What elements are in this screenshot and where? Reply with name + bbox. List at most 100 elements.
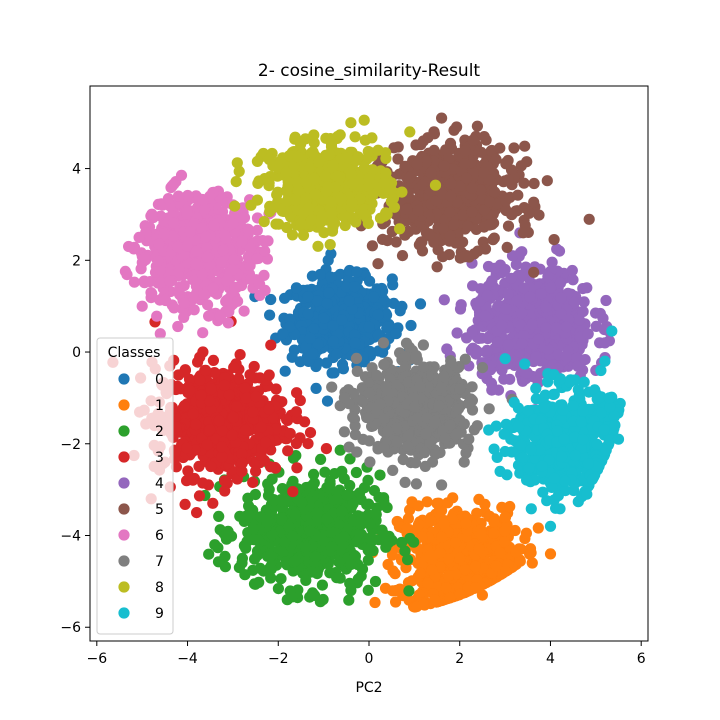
point bbox=[205, 460, 217, 473]
point bbox=[500, 303, 512, 315]
point bbox=[426, 456, 439, 468]
point bbox=[258, 216, 270, 228]
point bbox=[583, 213, 595, 225]
point bbox=[308, 468, 320, 480]
point bbox=[469, 560, 481, 573]
point bbox=[255, 511, 267, 523]
point bbox=[444, 592, 456, 604]
point bbox=[326, 381, 338, 393]
point bbox=[471, 420, 483, 432]
point bbox=[226, 429, 238, 441]
point bbox=[499, 511, 511, 523]
point bbox=[458, 418, 470, 430]
point bbox=[178, 297, 190, 309]
point bbox=[494, 547, 506, 559]
point bbox=[382, 321, 394, 333]
point bbox=[499, 263, 511, 276]
point bbox=[477, 166, 490, 179]
point bbox=[466, 325, 478, 338]
point bbox=[374, 398, 386, 410]
point bbox=[371, 369, 383, 381]
point bbox=[483, 219, 496, 231]
point bbox=[133, 231, 145, 243]
point bbox=[515, 307, 528, 319]
point bbox=[204, 424, 216, 436]
point bbox=[502, 339, 514, 351]
point bbox=[401, 523, 413, 535]
point bbox=[352, 573, 364, 585]
point bbox=[304, 525, 316, 537]
point bbox=[331, 348, 343, 360]
point bbox=[222, 317, 234, 329]
point bbox=[348, 281, 361, 293]
point bbox=[354, 487, 366, 499]
point bbox=[500, 157, 512, 169]
point bbox=[351, 365, 363, 377]
point bbox=[216, 424, 228, 437]
point bbox=[412, 519, 425, 531]
point bbox=[491, 336, 504, 348]
point bbox=[181, 442, 193, 454]
point bbox=[349, 329, 361, 341]
point bbox=[279, 292, 291, 304]
point bbox=[291, 462, 303, 474]
point bbox=[438, 370, 450, 383]
point bbox=[382, 558, 394, 571]
point bbox=[499, 525, 511, 537]
point bbox=[123, 240, 135, 253]
point bbox=[255, 421, 267, 433]
point bbox=[370, 508, 382, 521]
point bbox=[463, 397, 475, 409]
point bbox=[361, 499, 373, 511]
point bbox=[216, 451, 228, 463]
point bbox=[399, 160, 411, 172]
point bbox=[466, 182, 478, 194]
point bbox=[391, 436, 403, 448]
point bbox=[494, 142, 506, 154]
point bbox=[302, 308, 314, 320]
point bbox=[454, 383, 466, 395]
point bbox=[355, 518, 367, 530]
point bbox=[202, 299, 214, 311]
point bbox=[498, 536, 511, 548]
point bbox=[526, 557, 538, 569]
point bbox=[311, 507, 323, 519]
point bbox=[390, 236, 402, 248]
point bbox=[167, 217, 180, 229]
point bbox=[560, 321, 573, 333]
point bbox=[326, 367, 338, 379]
point bbox=[378, 359, 390, 371]
series-6 bbox=[119, 169, 277, 340]
point bbox=[517, 269, 529, 281]
point bbox=[265, 563, 277, 575]
point bbox=[265, 293, 277, 306]
point bbox=[152, 255, 164, 267]
point bbox=[498, 373, 510, 385]
point bbox=[404, 172, 416, 184]
point bbox=[145, 287, 157, 299]
point bbox=[479, 310, 491, 322]
point bbox=[424, 549, 437, 562]
point bbox=[481, 289, 493, 301]
point bbox=[207, 497, 219, 509]
point bbox=[508, 142, 520, 154]
point bbox=[567, 274, 579, 286]
point bbox=[341, 489, 353, 501]
point bbox=[489, 186, 501, 198]
point bbox=[399, 351, 411, 363]
point bbox=[201, 439, 213, 451]
point bbox=[553, 245, 566, 257]
point bbox=[227, 411, 239, 424]
point bbox=[151, 310, 163, 322]
point bbox=[276, 495, 288, 508]
point bbox=[319, 466, 331, 478]
point bbox=[254, 562, 266, 575]
point bbox=[172, 190, 185, 202]
point bbox=[290, 437, 302, 450]
point bbox=[362, 584, 374, 596]
series-0 bbox=[249, 248, 427, 407]
point bbox=[530, 351, 542, 363]
point bbox=[290, 406, 302, 418]
point bbox=[466, 206, 478, 218]
point bbox=[502, 220, 515, 232]
